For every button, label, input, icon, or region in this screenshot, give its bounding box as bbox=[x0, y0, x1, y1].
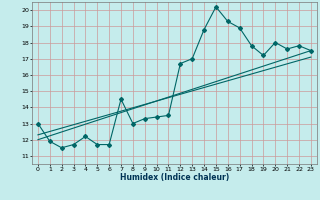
X-axis label: Humidex (Indice chaleur): Humidex (Indice chaleur) bbox=[120, 173, 229, 182]
